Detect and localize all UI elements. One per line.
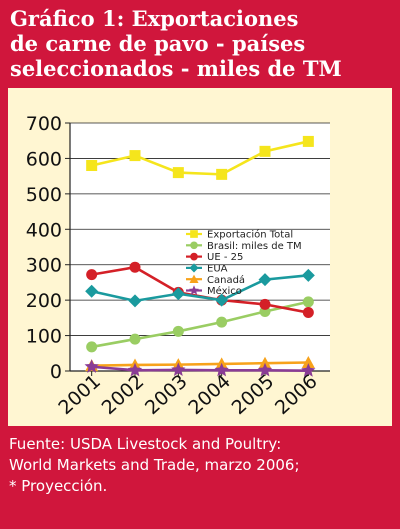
series-2-point-2002: [129, 261, 141, 273]
series-1-line: [91, 300, 309, 349]
series-4-point-2006: [301, 355, 315, 368]
legend-marker-2: [190, 252, 198, 261]
legend-label-4: Canadá: [207, 274, 245, 286]
title-line-1: Gráfico 1: Exportaciones: [10, 6, 299, 31]
plot-area: [70, 123, 330, 371]
legend-marker-1: [190, 241, 198, 250]
series-2-point-2005: [259, 298, 271, 310]
series-5-point-2003: [171, 362, 186, 377]
series-0-point-2005: [259, 145, 271, 157]
series-3-point-2001: [85, 284, 99, 298]
series-0-point-2003: [172, 167, 184, 179]
series-3-point-2005: [258, 273, 272, 287]
legend-label-1: Brasil: miles de TM: [207, 241, 302, 252]
series-4-line: [91, 361, 309, 367]
series-2-point-2006: [302, 307, 314, 319]
series-0-point-2002: [129, 150, 141, 162]
y-tick-label-600: 600: [26, 148, 62, 170]
y-tick-label-200: 200: [26, 290, 62, 312]
y-tick-label-300: 300: [26, 255, 62, 277]
source-note: Fuente: USDA Livestock and Poultry: Worl…: [9, 434, 395, 497]
x-tick-label-2004: 2004: [184, 370, 235, 419]
series-0-point-2004: [216, 168, 228, 180]
series-5-point-2002: [127, 362, 143, 377]
series-3-point-2003: [171, 287, 185, 301]
series-5-point-2004: [214, 362, 229, 377]
y-tick-label-400: 400: [26, 219, 62, 241]
series-4-point-2005: [258, 356, 272, 369]
legend-marker-5: [189, 285, 199, 295]
series-0-point-2006: [302, 135, 314, 147]
title-line-2: de carne de pavo - países: [10, 31, 306, 56]
source-line-3: * Proyección.: [9, 477, 108, 495]
y-tick-label-700: 700: [26, 113, 62, 135]
title-line-3: seleccionados - miles de TM: [10, 56, 342, 81]
chart-title: Gráfico 1: Exportaciones de carne de pav…: [10, 6, 394, 81]
series-3-point-2002: [128, 294, 142, 308]
series-5-point-2005: [257, 362, 273, 377]
y-tick-label-500: 500: [26, 184, 62, 206]
series-3-line: [91, 274, 309, 303]
legend-marker-4: [189, 274, 199, 284]
series-1-point-2001: [86, 341, 98, 353]
x-tick-label-2002: 2002: [98, 370, 149, 419]
source-line-1: Fuente: USDA Livestock and Poultry:: [9, 435, 282, 453]
x-tick-label-2006: 2006: [271, 370, 322, 419]
series-1-point-2003: [172, 325, 184, 337]
x-tick-label-2003: 2003: [141, 370, 192, 419]
series-1-point-2002: [129, 333, 141, 345]
legend-label-2: UE - 25: [207, 252, 243, 263]
legend-label-0: Exportación Total: [207, 229, 293, 241]
series-0-point-2001: [86, 160, 98, 172]
series-1-point-2004: [216, 316, 228, 328]
series-0-line: [91, 140, 309, 176]
legend-label-5: México: [207, 285, 242, 297]
source-line-2: World Markets and Trade, marzo 2006;: [9, 456, 300, 474]
series-3-point-2006: [301, 268, 315, 282]
series-2-point-2001: [86, 269, 98, 281]
legend-label-3: EUA: [207, 264, 228, 275]
legend-marker-0: [190, 230, 198, 238]
series-5-point-2006: [301, 363, 316, 377]
chart-panel: 0 100 200 300 400 500 600 700 2001 2002 2003 2004 20…: [8, 88, 392, 426]
y-tick-label-100: 100: [26, 326, 62, 348]
x-tick-label-2005: 2005: [228, 370, 279, 419]
series-5-line: [91, 365, 309, 372]
legend-marker-3: [189, 263, 199, 273]
series-1-point-2006: [302, 296, 314, 308]
line-chart: 0100200300400500600700200120022003200420…: [26, 113, 330, 419]
y-tick-label-0: 0: [50, 361, 62, 383]
series-3-point-2004: [215, 293, 229, 307]
series-5-point-2001: [84, 359, 99, 373]
